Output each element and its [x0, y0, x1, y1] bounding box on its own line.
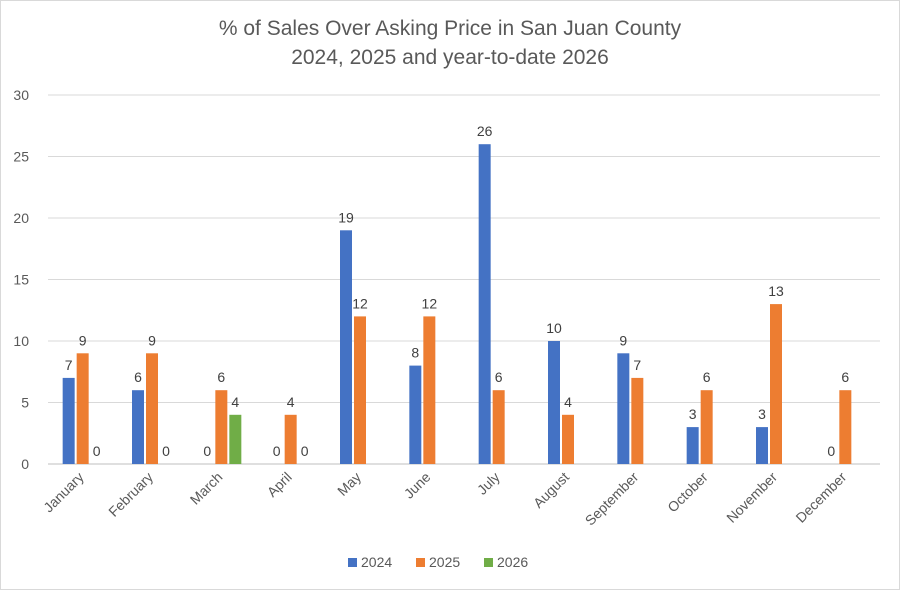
y-tick-label: 0: [21, 456, 29, 472]
x-tick-label: February: [105, 469, 156, 520]
x-tick-label: November: [723, 469, 780, 526]
chart-subtitle: 2024, 2025 and year-to-date 2026: [291, 46, 609, 69]
data-label: 19: [338, 209, 354, 225]
x-tick-label: March: [187, 469, 226, 508]
legend-swatch-2026: [484, 558, 493, 567]
bar-2025-april: [284, 414, 297, 464]
x-tick-label: August: [530, 469, 572, 511]
bar-2025-may: [354, 316, 366, 464]
bar-2025-june: [423, 316, 436, 464]
x-tick-label: September: [582, 469, 642, 529]
bar-2025-august: [562, 414, 574, 464]
bar-2024-september: [617, 353, 630, 464]
bar-2025-october: [700, 390, 713, 464]
data-label: 0: [203, 443, 211, 459]
data-label: 0: [93, 443, 101, 459]
data-label: 9: [148, 332, 156, 348]
legend-swatch-2025: [416, 558, 425, 567]
bar-2024-january: [62, 377, 75, 464]
data-label: 4: [231, 394, 239, 410]
data-label: 6: [217, 369, 225, 385]
bar-2025-september: [631, 377, 644, 464]
bar-2026-march: [229, 414, 242, 464]
data-label: 13: [768, 283, 784, 299]
bar-2025-march: [215, 390, 228, 464]
data-label: 6: [134, 369, 142, 385]
y-tick-label: 15: [13, 272, 29, 288]
y-tick-label: 25: [13, 149, 29, 165]
x-tick-label: May: [334, 469, 364, 499]
data-label: 6: [841, 369, 849, 385]
data-label: 9: [619, 332, 627, 348]
data-label: 0: [827, 443, 835, 459]
bar-2024-may: [340, 230, 352, 464]
bar-2024-august: [548, 341, 560, 464]
data-label: 3: [689, 406, 697, 422]
x-tick-label: June: [401, 469, 434, 502]
legend-label-2024: 2024: [361, 554, 392, 570]
data-label: 8: [411, 345, 419, 361]
data-label: 9: [79, 332, 87, 348]
y-tick-label: 5: [21, 395, 29, 411]
bar-2025-november: [770, 304, 782, 464]
data-label: 3: [758, 406, 766, 422]
x-tick-label: April: [264, 469, 295, 500]
data-label: 12: [422, 295, 438, 311]
legend-label-2025: 2025: [429, 554, 460, 570]
data-label: 10: [546, 320, 562, 336]
bar-2025-january: [76, 353, 89, 464]
bar-2024-july: [478, 144, 491, 464]
data-label: 12: [352, 295, 368, 311]
legend-label-2026: 2026: [497, 554, 528, 570]
y-tick-label: 20: [13, 210, 29, 226]
y-tick-label: 30: [13, 87, 29, 103]
bar-2025-february: [146, 353, 158, 464]
x-tick-label: October: [664, 469, 711, 516]
bar-2024-october: [686, 427, 699, 464]
data-label: 4: [287, 394, 295, 410]
x-tick-label: July: [474, 469, 503, 498]
bar-2025-july: [492, 390, 505, 464]
bar-2025-december: [839, 390, 852, 464]
data-label: 26: [477, 123, 493, 139]
x-tick-label: January: [40, 469, 87, 516]
data-label: 0: [162, 443, 170, 459]
data-label: 6: [495, 369, 503, 385]
y-tick-label: 10: [13, 333, 29, 349]
data-label: 7: [65, 357, 73, 373]
data-label: 7: [633, 357, 641, 373]
legend-swatch-2024: [348, 558, 357, 567]
data-label: 4: [564, 394, 572, 410]
bar-2024-november: [756, 427, 768, 464]
x-tick-label: December: [792, 469, 849, 526]
data-label: 6: [703, 369, 711, 385]
bar-2024-june: [409, 365, 422, 464]
data-label: 0: [273, 443, 281, 459]
bar-2024-february: [132, 390, 144, 464]
data-label: 0: [301, 443, 309, 459]
chart-title: % of Sales Over Asking Price in San Juan…: [218, 17, 682, 40]
